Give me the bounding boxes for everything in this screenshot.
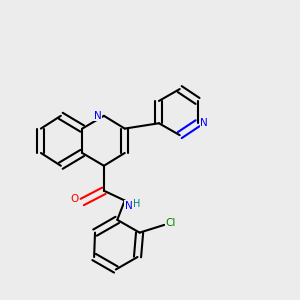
Text: H: H xyxy=(133,199,140,209)
Text: N: N xyxy=(200,118,208,128)
Text: N: N xyxy=(94,111,101,121)
Text: N: N xyxy=(125,201,133,211)
Text: O: O xyxy=(71,194,79,204)
Text: Cl: Cl xyxy=(166,218,176,227)
